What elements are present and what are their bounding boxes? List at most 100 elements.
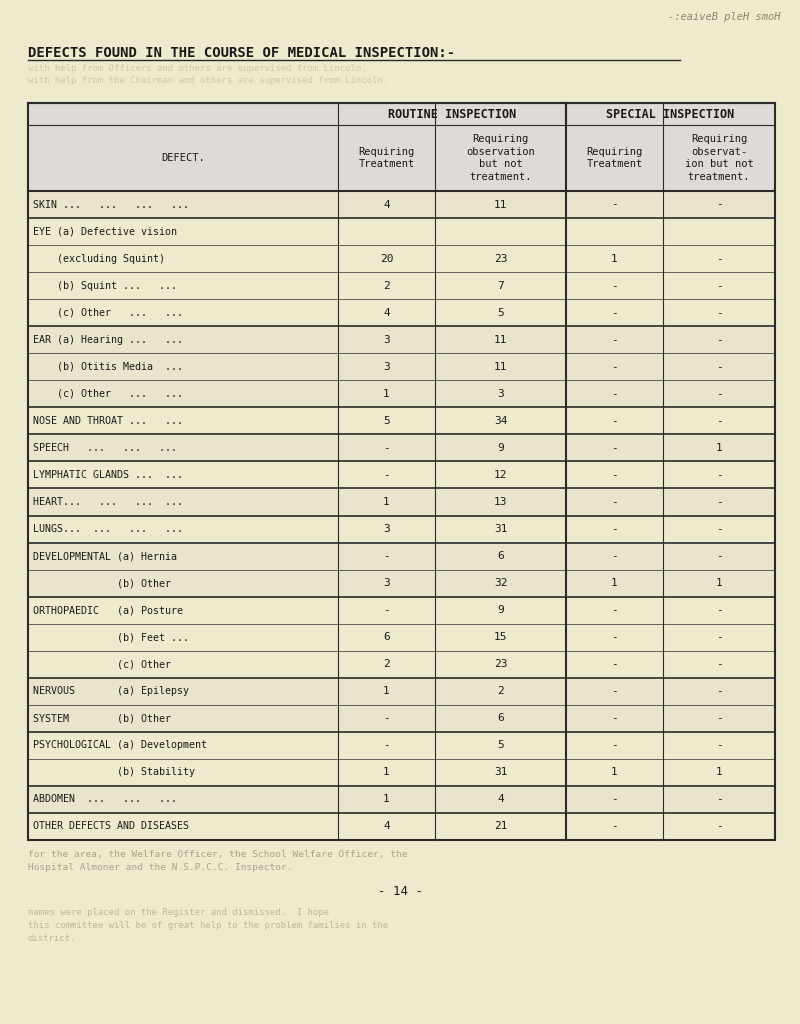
- Text: -: -: [716, 714, 722, 723]
- Text: -: -: [611, 524, 618, 535]
- Text: 1: 1: [716, 443, 722, 453]
- Text: 23: 23: [494, 659, 507, 670]
- Bar: [28, 272, 775, 299]
- Bar: [28, 462, 775, 488]
- Text: OTHER DEFECTS AND DISEASES: OTHER DEFECTS AND DISEASES: [33, 821, 189, 831]
- Text: -: -: [716, 361, 722, 372]
- Text: -: -: [611, 389, 618, 398]
- Text: (b) Squint ...   ...: (b) Squint ... ...: [33, 281, 177, 291]
- Bar: [28, 678, 775, 705]
- Text: -: -: [716, 416, 722, 426]
- Text: 6: 6: [383, 632, 390, 642]
- Text: -: -: [611, 795, 618, 805]
- Text: 1: 1: [383, 389, 390, 398]
- Text: 2: 2: [383, 281, 390, 291]
- Text: -: -: [611, 605, 618, 615]
- Text: 5: 5: [497, 307, 504, 317]
- Text: (b) Stability: (b) Stability: [33, 767, 195, 777]
- Text: SPEECH   ...   ...   ...: SPEECH ... ... ...: [33, 443, 177, 453]
- Text: 5: 5: [497, 740, 504, 751]
- Text: 1: 1: [383, 497, 390, 507]
- Bar: [28, 759, 775, 785]
- Bar: [28, 353, 775, 380]
- Text: -: -: [383, 714, 390, 723]
- Text: (b) Other: (b) Other: [33, 579, 171, 588]
- Bar: [28, 597, 775, 624]
- Text: -: -: [716, 254, 722, 263]
- Text: -: -: [716, 659, 722, 670]
- Text: -: -: [611, 714, 618, 723]
- Bar: [28, 569, 775, 597]
- Bar: [28, 103, 775, 840]
- Text: 3: 3: [383, 335, 390, 345]
- Text: 3: 3: [383, 361, 390, 372]
- Text: names were placed on the Register and dismissed.  I hope: names were placed on the Register and di…: [28, 908, 329, 918]
- Text: 21: 21: [494, 821, 507, 831]
- Text: 9: 9: [497, 443, 504, 453]
- Text: LUNGS...  ...   ...   ...: LUNGS... ... ... ...: [33, 524, 183, 535]
- Text: this committee will be of great help to the problem families in the: this committee will be of great help to …: [28, 921, 388, 930]
- Text: DEVELOPMENTAL (a) Hernia: DEVELOPMENTAL (a) Hernia: [33, 551, 177, 561]
- Text: 4: 4: [383, 307, 390, 317]
- Text: 31: 31: [494, 767, 507, 777]
- Text: -: -: [383, 443, 390, 453]
- Text: -:eaiveB pleH smoH: -:eaiveB pleH smoH: [667, 12, 780, 22]
- Text: Requiring
Treatment: Requiring Treatment: [586, 146, 642, 169]
- Text: -: -: [716, 389, 722, 398]
- Text: 1: 1: [611, 254, 618, 263]
- Text: -: -: [716, 470, 722, 480]
- Text: 11: 11: [494, 361, 507, 372]
- Text: -: -: [611, 497, 618, 507]
- Bar: [28, 380, 775, 408]
- Text: SPECIAL INSPECTION: SPECIAL INSPECTION: [606, 108, 734, 121]
- Bar: [28, 624, 775, 650]
- Text: 1: 1: [716, 767, 722, 777]
- Text: 2: 2: [497, 686, 504, 696]
- Text: (b) Otitis Media  ...: (b) Otitis Media ...: [33, 361, 183, 372]
- Text: ORTHOPAEDIC   (a) Posture: ORTHOPAEDIC (a) Posture: [33, 605, 183, 615]
- Bar: [28, 732, 775, 759]
- Text: PSYCHOLOGICAL (a) Development: PSYCHOLOGICAL (a) Development: [33, 740, 207, 751]
- Text: 9: 9: [497, 605, 504, 615]
- Text: -: -: [716, 821, 722, 831]
- Bar: [28, 515, 775, 543]
- Text: Hospital Almoner and the N.S.P.C.C. Inspector.: Hospital Almoner and the N.S.P.C.C. Insp…: [28, 863, 293, 872]
- Bar: [28, 408, 775, 434]
- Text: 3: 3: [497, 389, 504, 398]
- Bar: [28, 785, 775, 813]
- Text: EAR (a) Hearing ...   ...: EAR (a) Hearing ... ...: [33, 335, 183, 345]
- Text: -: -: [611, 821, 618, 831]
- Text: HEART...   ...   ...  ...: HEART... ... ... ...: [33, 497, 183, 507]
- Text: 11: 11: [494, 200, 507, 210]
- Text: 4: 4: [497, 795, 504, 805]
- Text: -: -: [716, 307, 722, 317]
- Text: 12: 12: [494, 470, 507, 480]
- Bar: [28, 299, 775, 327]
- Text: -: -: [716, 795, 722, 805]
- Text: - 14 -: - 14 -: [378, 885, 422, 898]
- Text: -: -: [716, 497, 722, 507]
- Text: -: -: [611, 416, 618, 426]
- Bar: [28, 705, 775, 732]
- Text: -: -: [716, 281, 722, 291]
- Text: for the area, the Welfare Officer, the School Welfare Officer, the: for the area, the Welfare Officer, the S…: [28, 850, 407, 859]
- Text: DEFECTS FOUND IN THE COURSE OF MEDICAL INSPECTION:-: DEFECTS FOUND IN THE COURSE OF MEDICAL I…: [28, 46, 455, 60]
- Text: -: -: [716, 740, 722, 751]
- Bar: [28, 103, 775, 191]
- Text: 4: 4: [383, 200, 390, 210]
- Text: -: -: [611, 200, 618, 210]
- Text: 6: 6: [497, 714, 504, 723]
- Text: 1: 1: [611, 767, 618, 777]
- Text: 32: 32: [494, 579, 507, 588]
- Text: -: -: [716, 551, 722, 561]
- Text: 15: 15: [494, 632, 507, 642]
- Text: (excluding Squint): (excluding Squint): [33, 254, 165, 263]
- Text: 1: 1: [383, 795, 390, 805]
- Bar: [28, 191, 775, 218]
- Bar: [28, 813, 775, 840]
- Text: LYMPHATIC GLANDS ...  ...: LYMPHATIC GLANDS ... ...: [33, 470, 183, 480]
- Text: 3: 3: [383, 579, 390, 588]
- Text: 11: 11: [494, 335, 507, 345]
- Text: Requiring
Treatment: Requiring Treatment: [358, 146, 414, 169]
- Bar: [28, 543, 775, 569]
